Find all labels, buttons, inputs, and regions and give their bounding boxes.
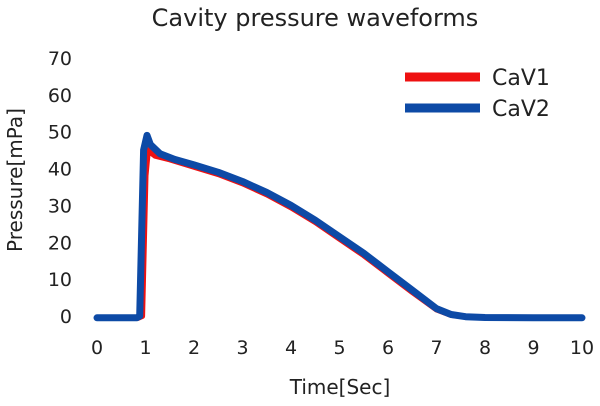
x-tick-label: 10 xyxy=(570,337,594,359)
x-tick-label: 6 xyxy=(382,337,394,359)
x-tick-label: 3 xyxy=(236,337,248,359)
x-tick-label: 7 xyxy=(430,337,442,359)
legend-label-cav2: CaV2 xyxy=(492,97,550,122)
y-tick-label: 60 xyxy=(48,85,72,107)
x-tick-label: 1 xyxy=(139,337,151,359)
y-tick-label: 10 xyxy=(48,269,72,291)
x-tick-label: 5 xyxy=(333,337,345,359)
y-tick-label: 0 xyxy=(60,306,72,328)
x-tick-label: 4 xyxy=(285,337,297,359)
y-tick-labels: 0 10 20 30 40 50 60 70 xyxy=(48,48,72,328)
x-tick-labels: 0 1 2 3 4 5 6 7 8 9 10 xyxy=(91,337,594,359)
x-axis-label: Time[Sec] xyxy=(289,375,391,399)
x-tick-label: 0 xyxy=(91,337,103,359)
y-tick-label: 70 xyxy=(48,48,72,70)
x-tick-label: 9 xyxy=(527,337,539,359)
y-tick-label: 40 xyxy=(48,159,72,181)
y-tick-label: 30 xyxy=(48,195,72,217)
legend: CaV1 CaV2 xyxy=(405,66,550,122)
y-axis-label: Pressure[mPa] xyxy=(3,108,27,252)
legend-label-cav1: CaV1 xyxy=(492,66,550,91)
y-tick-label: 20 xyxy=(48,232,72,254)
chart-title: Cavity pressure waveforms xyxy=(152,4,479,32)
y-tick-label: 50 xyxy=(48,122,72,144)
series-line-cav2 xyxy=(93,131,586,322)
series-lines xyxy=(93,131,586,322)
x-tick-label: 2 xyxy=(188,337,200,359)
x-tick-label: 8 xyxy=(479,337,491,359)
